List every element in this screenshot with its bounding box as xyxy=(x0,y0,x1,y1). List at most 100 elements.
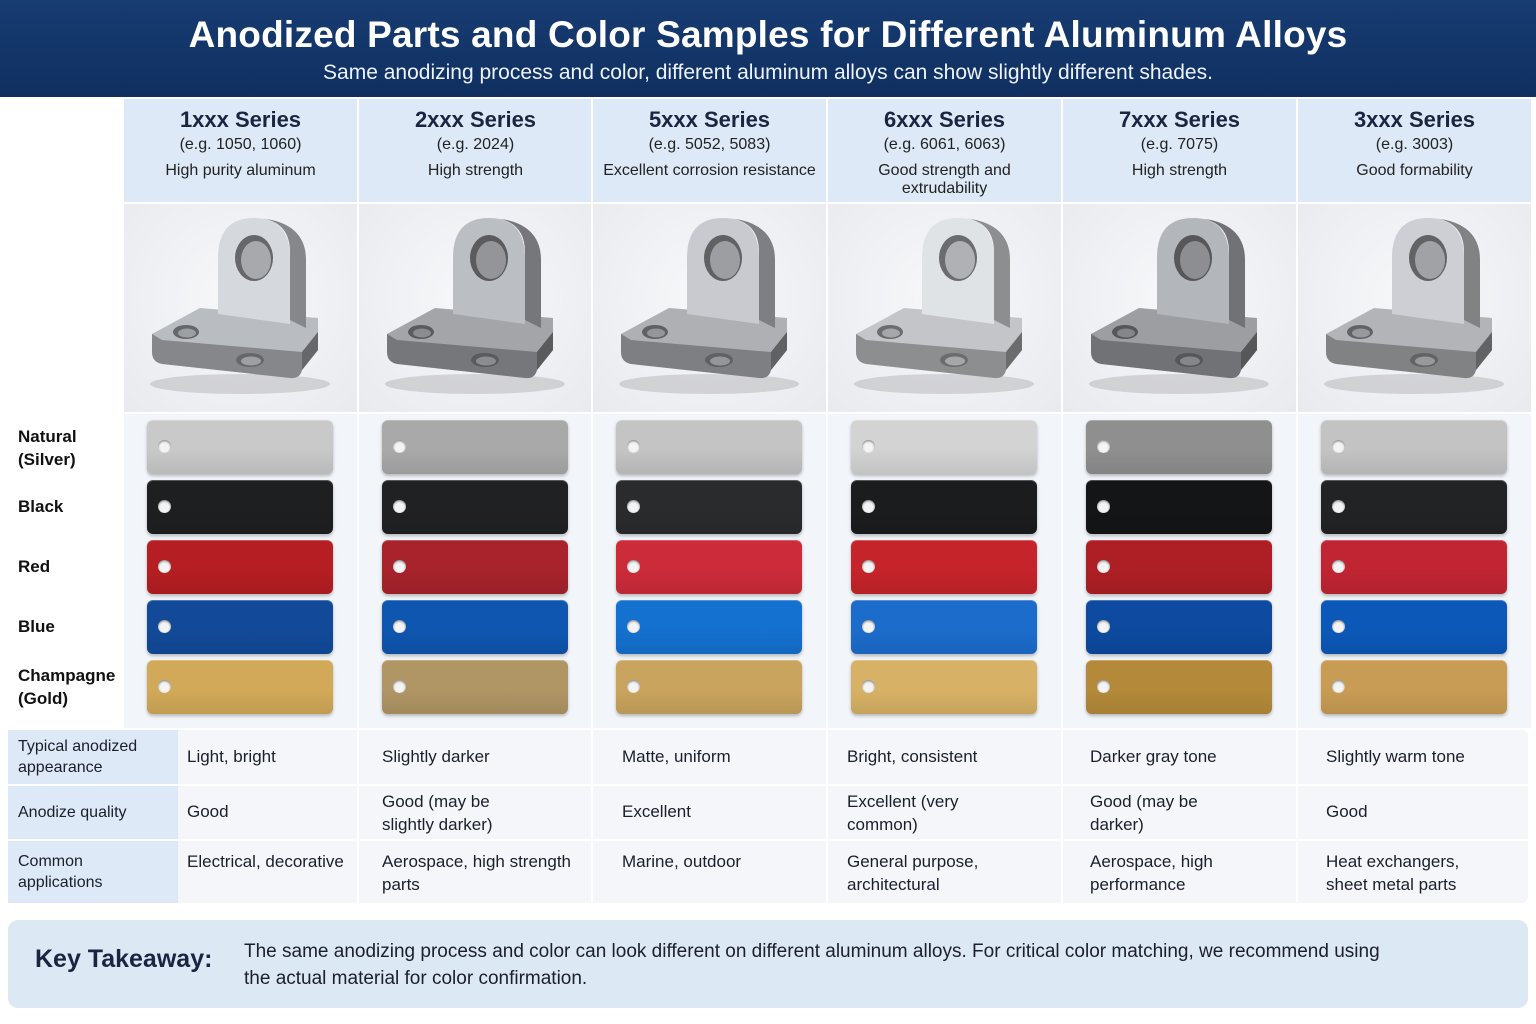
color-label-line: Black xyxy=(18,497,64,516)
color-swatch-3xxx-champagne xyxy=(1321,660,1507,714)
swatch-hole-icon xyxy=(1332,620,1345,633)
takeaway-heading: Key Takeaway: xyxy=(35,945,213,973)
appearance-value: Matte, uniform xyxy=(622,747,731,766)
alloy-name: 5xxx Series xyxy=(648,107,771,132)
swatch-hole-icon xyxy=(1097,440,1110,453)
swatch-hole-icon xyxy=(158,560,171,573)
swatch-hole-icon xyxy=(393,560,406,573)
swatch-hole-icon xyxy=(862,560,875,573)
alloy-header-6xxx: 6xxx Series (e.g. 6061, 6063) Good stren… xyxy=(828,99,1061,202)
color-swatch-1xxx-blue xyxy=(147,600,333,654)
column-divider xyxy=(591,99,593,903)
quality-value: Good xyxy=(187,802,229,821)
color-swatch-5xxx-red xyxy=(616,540,802,594)
applications-value: Aerospace, high strength parts xyxy=(382,852,572,894)
alloy-header-2xxx: 2xxx Series (e.g. 2024) High strength xyxy=(359,99,592,202)
alloy-example: (e.g. 7075) xyxy=(1140,136,1219,153)
color-swatch-5xxx-natural xyxy=(616,420,802,474)
color-label-line: Red xyxy=(18,557,51,576)
swatch-hole-icon xyxy=(1097,500,1110,513)
bracket-part-3xxx xyxy=(1298,204,1531,412)
bracket-icon xyxy=(619,218,799,394)
color-swatch-6xxx-red xyxy=(851,540,1037,594)
color-swatch-7xxx-black xyxy=(1086,480,1272,534)
quality-value: Good (may be darker) xyxy=(1090,792,1198,834)
color-label-champagne: Champagne (Gold) xyxy=(18,664,115,710)
bracket-part-1xxx xyxy=(124,204,357,412)
swatch-hole-icon xyxy=(393,500,406,513)
bracket-icon xyxy=(854,218,1034,394)
bracket-part-6xxx xyxy=(828,204,1061,412)
bracket-icon xyxy=(1089,218,1269,394)
color-swatch-6xxx-champagne xyxy=(851,660,1037,714)
swatch-hole-icon xyxy=(1097,560,1110,573)
alloy-name: 2xxx Series xyxy=(414,107,537,132)
color-swatch-1xxx-black xyxy=(147,480,333,534)
color-swatch-6xxx-black xyxy=(851,480,1037,534)
alloy-example: (e.g. 6061, 6063) xyxy=(883,136,1006,153)
color-swatch-3xxx-black xyxy=(1321,480,1507,534)
column-divider xyxy=(826,99,828,903)
swatch-hole-icon xyxy=(627,440,640,453)
appearance-value: Darker gray tone xyxy=(1090,747,1217,766)
color-swatch-2xxx-black xyxy=(382,480,568,534)
applications-value: Aerospace, high performance xyxy=(1090,852,1213,894)
applications-value: Electrical, decorative xyxy=(187,852,344,871)
alloy-header-3xxx: 3xxx Series (e.g. 3003) Good formability xyxy=(1298,99,1531,202)
property-label-applications: Common applications xyxy=(8,841,178,903)
title-banner: Anodized Parts and Color Samples for Dif… xyxy=(0,0,1536,97)
appearance-value: Bright, consistent xyxy=(847,747,978,766)
applications-value: Marine, outdoor xyxy=(622,852,742,871)
swatch-hole-icon xyxy=(393,620,406,633)
swatch-hole-icon xyxy=(393,680,406,693)
alloy-description: High strength xyxy=(427,162,524,179)
color-label-line: (Gold) xyxy=(18,689,69,708)
bracket-icon xyxy=(150,218,330,394)
swatch-hole-icon xyxy=(1097,620,1110,633)
properties-table xyxy=(8,730,1528,903)
color-swatch-3xxx-blue xyxy=(1321,600,1507,654)
alloy-description: Good formability xyxy=(1356,162,1473,179)
swatch-hole-icon xyxy=(158,620,171,633)
alloy-name: 7xxx Series xyxy=(1118,107,1241,132)
appearance-value: Slightly warm tone xyxy=(1326,747,1465,766)
alloy-description: Good strength and extrudability xyxy=(878,162,1011,197)
row-divider xyxy=(8,784,1528,786)
color-label-black: Black xyxy=(18,495,63,518)
color-swatch-7xxx-natural xyxy=(1086,420,1272,474)
color-swatch-7xxx-champagne xyxy=(1086,660,1272,714)
color-swatch-3xxx-red xyxy=(1321,540,1507,594)
color-label-natural: Natural (Silver) xyxy=(18,425,77,471)
color-swatch-1xxx-red xyxy=(147,540,333,594)
page-title: Anodized Parts and Color Samples for Dif… xyxy=(188,14,1348,55)
color-swatch-6xxx-natural xyxy=(851,420,1037,474)
alloy-name: 6xxx Series xyxy=(883,107,1006,132)
swatch-hole-icon xyxy=(1332,500,1345,513)
alloy-name: 1xxx Series xyxy=(179,107,302,132)
color-label-line: (Silver) xyxy=(18,450,76,469)
alloy-description: High purity aluminum xyxy=(165,162,316,179)
swatch-hole-icon xyxy=(158,680,171,693)
swatch-hole-icon xyxy=(862,500,875,513)
appearance-value: Light, bright xyxy=(187,747,276,766)
alloy-example: (e.g. 5052, 5083) xyxy=(648,136,771,153)
color-swatch-2xxx-natural xyxy=(382,420,568,474)
bracket-part-2xxx xyxy=(359,204,592,412)
color-label-line: Champagne xyxy=(18,666,116,685)
row-divider xyxy=(8,839,1528,841)
color-swatch-6xxx-blue xyxy=(851,600,1037,654)
applications-value: General purpose, architectural xyxy=(847,852,979,894)
color-label-line: Natural xyxy=(18,427,77,446)
color-label-blue: Blue xyxy=(18,615,55,638)
applications-value: Heat exchangers, sheet metal parts xyxy=(1326,852,1460,894)
swatch-hole-icon xyxy=(862,620,875,633)
quality-value: Excellent (very common) xyxy=(847,792,959,834)
property-label-appearance: Typical anodized appearance xyxy=(8,730,178,784)
alloy-header-1xxx: 1xxx Series (e.g. 1050, 1060) High purit… xyxy=(124,99,357,202)
swatch-hole-icon xyxy=(158,500,171,513)
appearance-value: Slightly darker xyxy=(382,747,490,766)
page-subtitle: Same anodizing process and color, differ… xyxy=(323,61,1213,84)
swatch-hole-icon xyxy=(1332,680,1345,693)
color-swatch-1xxx-natural xyxy=(147,420,333,474)
alloy-example: (e.g. 1050, 1060) xyxy=(179,136,302,153)
